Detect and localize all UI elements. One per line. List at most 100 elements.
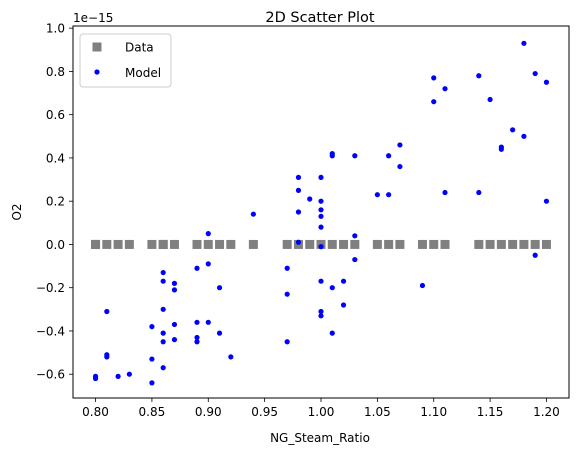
point-model: [160, 306, 166, 312]
point-data: [440, 239, 450, 249]
point-model: [532, 70, 538, 77]
x-tick-label: 1.00: [308, 405, 335, 419]
point-data: [248, 239, 258, 249]
point-model: [307, 196, 313, 202]
legend-marker-data: [92, 42, 102, 52]
x-tick-label: 0.85: [139, 405, 166, 419]
x-tick-label: 0.90: [195, 405, 222, 419]
legend: Data Model: [79, 33, 172, 88]
y-tick-label: 0.4: [46, 151, 65, 165]
data-points: [91, 40, 551, 386]
point-model: [160, 339, 166, 345]
point-model: [160, 269, 166, 276]
point-model: [318, 278, 324, 284]
point-model: [352, 153, 358, 159]
point-model: [386, 192, 392, 198]
x-axis: 0.80 0.85 0.90 0.95 1.00 1.05 1.10 1.15 1.20: [82, 398, 560, 419]
point-data: [508, 239, 518, 249]
point-model: [352, 233, 358, 239]
point-data: [203, 239, 213, 249]
y-tick-label: 0.0: [46, 238, 65, 252]
point-model: [487, 96, 493, 103]
point-model: [397, 142, 403, 148]
point-data: [113, 239, 123, 249]
point-model: [521, 40, 527, 46]
y-tick-label: 0.8: [46, 65, 65, 79]
point-model: [160, 278, 166, 284]
y-tick-label: 0.6: [46, 108, 65, 122]
point-data: [339, 239, 349, 249]
point-model: [194, 339, 200, 345]
point-data: [530, 239, 540, 249]
x-tick-label: 0.80: [82, 405, 109, 419]
point-model: [171, 287, 178, 293]
point-data: [158, 239, 168, 249]
point-model: [92, 373, 99, 379]
legend-marker-model: [94, 69, 100, 75]
point-model: [543, 198, 550, 204]
point-data: [327, 239, 337, 249]
point-model: [284, 265, 290, 271]
point-data: [147, 239, 157, 249]
point-model: [126, 371, 132, 377]
point-model: [194, 334, 200, 341]
legend-label-model: Model: [125, 66, 161, 80]
point-model: [149, 380, 155, 386]
point-model: [295, 209, 302, 215]
chart-title: 2D Scatter Plot: [265, 10, 375, 26]
x-tick-label: 1.05: [364, 405, 391, 419]
point-model: [329, 153, 335, 159]
point-model: [476, 73, 482, 79]
point-model: [250, 211, 256, 217]
point-model: [431, 75, 437, 81]
point-data: [282, 239, 292, 249]
point-model: [171, 280, 178, 286]
x-tick-label: 1.10: [420, 405, 447, 419]
y-tick-label: −0.2: [36, 281, 65, 295]
point-data: [395, 239, 405, 249]
point-model: [104, 308, 110, 315]
point-data: [429, 239, 439, 249]
x-tick-label: 0.95: [251, 405, 278, 419]
point-data: [305, 239, 315, 249]
point-data: [417, 239, 427, 249]
point-model: [149, 356, 155, 362]
point-model: [543, 79, 550, 85]
point-model: [498, 146, 504, 152]
point-model: [318, 213, 324, 219]
x-axis-label: NG_Steam_Ratio: [270, 431, 370, 445]
point-data: [226, 239, 236, 249]
point-model: [352, 256, 358, 263]
point-model: [284, 291, 290, 297]
point-model: [442, 86, 448, 92]
point-model: [532, 252, 538, 258]
legend-box: [79, 33, 172, 88]
point-model: [419, 282, 426, 289]
point-model: [329, 285, 335, 291]
point-model: [284, 339, 290, 345]
point-data: [192, 239, 202, 249]
point-model: [318, 308, 324, 315]
point-model: [160, 365, 166, 371]
point-model: [442, 189, 448, 196]
point-model: [431, 99, 437, 105]
point-model: [205, 261, 211, 267]
point-data: [350, 239, 360, 249]
point-model: [115, 373, 121, 379]
point-data: [541, 239, 551, 249]
point-model: [228, 354, 234, 360]
point-data: [169, 239, 179, 249]
point-model: [160, 330, 166, 336]
point-model: [318, 313, 324, 319]
point-model: [521, 133, 527, 139]
point-model: [216, 285, 223, 291]
y-tick-label: 1.0: [46, 22, 65, 36]
point-model: [318, 244, 324, 250]
point-model: [318, 174, 324, 180]
point-model: [205, 319, 211, 325]
point-model: [194, 319, 200, 325]
point-model: [295, 187, 302, 193]
x-tick-label: 1.15: [477, 405, 504, 419]
point-model: [171, 321, 178, 328]
point-model: [374, 192, 380, 198]
